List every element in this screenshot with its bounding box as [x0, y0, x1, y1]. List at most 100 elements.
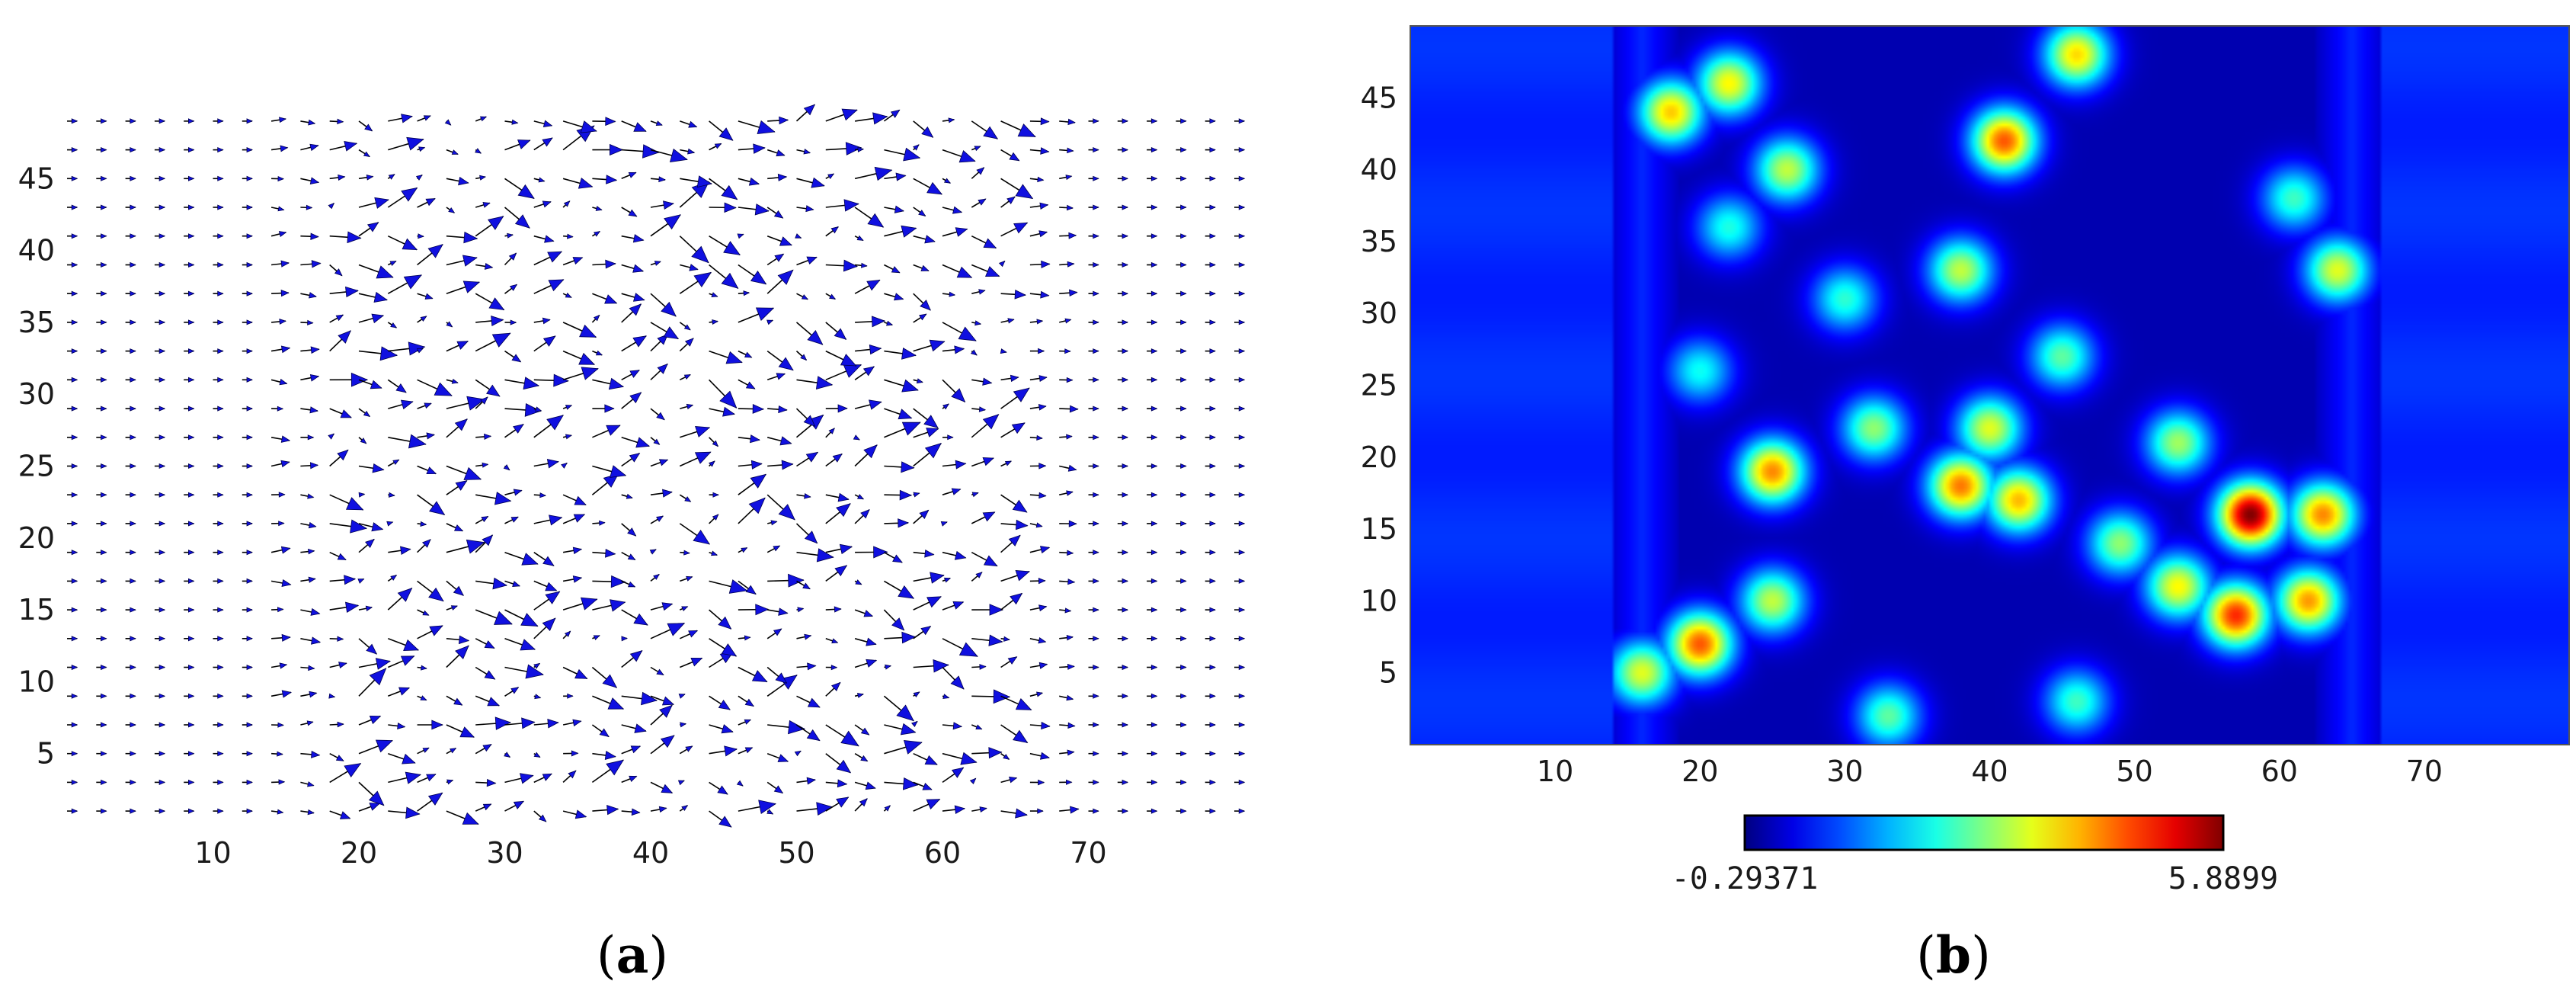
velocity-arrow-head	[743, 290, 750, 296]
velocity-arrow-head	[657, 363, 668, 374]
velocity-arrow-head	[280, 145, 289, 152]
velocity-arrow-head	[130, 636, 136, 642]
velocity-arrow-head	[595, 350, 603, 356]
velocity-arrow-head	[130, 722, 136, 728]
velocity-arrow-head	[1150, 550, 1158, 556]
velocity-arrow-head	[426, 466, 437, 475]
x-tick-label: 70	[1070, 836, 1106, 870]
velocity-arrow-head	[1238, 261, 1246, 268]
velocity-arrow-head	[1180, 319, 1187, 325]
velocity-arrow-head	[482, 202, 491, 208]
velocity-arrow-head	[542, 556, 555, 566]
velocity-arrow-head	[898, 409, 913, 420]
velocity-arrow-head	[158, 578, 166, 584]
velocity-arrow-head	[307, 781, 315, 787]
velocity-arrow-head	[101, 118, 107, 124]
velocity-arrow-head	[1209, 405, 1216, 412]
velocity-arrow-head	[187, 146, 195, 153]
velocity-arrow-head	[1038, 578, 1046, 585]
velocity-arrow-head	[862, 366, 875, 377]
velocity-arrow-head	[866, 280, 881, 291]
velocity-arrow-head	[405, 771, 421, 784]
velocity-arrow-head	[755, 307, 775, 322]
velocity-arrow-head	[246, 118, 254, 124]
velocity-arrow-head	[517, 184, 535, 199]
velocity-arrow-head	[187, 492, 195, 498]
velocity-arrow-head	[1180, 261, 1187, 268]
velocity-arrow-head	[781, 460, 794, 470]
velocity-arrow-head	[943, 577, 952, 583]
velocity-arrow-head	[1067, 147, 1074, 154]
velocity-arrow-head	[1068, 520, 1077, 527]
velocity-arrow-head	[429, 625, 443, 636]
velocity-arrow-head	[599, 520, 606, 526]
velocity-arrow-head	[1036, 434, 1043, 441]
velocity-arrow-head	[690, 657, 703, 667]
velocity-arrow-head	[610, 465, 627, 478]
velocity-arrow-head	[958, 642, 978, 657]
velocity-arrow-head	[398, 687, 411, 696]
velocity-arrow-head	[942, 694, 950, 699]
velocity-arrow-head	[985, 266, 1000, 277]
velocity-arrow-head	[397, 722, 406, 729]
velocity-arrow-head	[542, 137, 553, 147]
velocity-arrow-head	[830, 665, 838, 671]
velocity-arrow-head	[278, 779, 286, 785]
velocity-arrow-head	[520, 613, 539, 627]
velocity-arrow-head	[717, 785, 728, 795]
velocity-arrow-head	[281, 579, 292, 588]
velocity-arrow-head	[1209, 607, 1216, 613]
velocity-arrow-head	[1238, 693, 1246, 699]
velocity-magnitude-heatmap	[1410, 26, 2569, 745]
velocity-arrow-head	[1066, 634, 1074, 641]
velocity-arrow-head	[631, 808, 641, 816]
velocity-arrow-head	[246, 779, 254, 786]
velocity-arrow-head	[71, 578, 78, 584]
velocity-arrow-head	[861, 262, 868, 268]
velocity-arrow-head	[567, 233, 574, 239]
velocity-arrow-head	[712, 514, 719, 521]
velocity-arrow-head	[158, 261, 166, 268]
velocity-arrow-head	[982, 457, 994, 466]
velocity-arrow-head	[719, 390, 738, 409]
velocity-arrow-head	[1122, 118, 1129, 124]
velocity-arrow-head	[246, 319, 254, 325]
velocity-arrow-head	[1238, 290, 1246, 296]
velocity-arrow-head	[660, 735, 675, 748]
velocity-arrow-head	[101, 521, 107, 527]
velocity-arrow-head	[604, 404, 615, 413]
velocity-arrow-head	[484, 262, 494, 270]
velocity-arrow-head	[1122, 175, 1129, 181]
velocity-arrow-head	[721, 643, 738, 657]
velocity-arrow-head	[744, 635, 751, 641]
velocity-arrow-head	[1209, 204, 1216, 210]
velocity-arrow-head	[544, 235, 555, 243]
velocity-arrow-head	[947, 434, 954, 441]
velocity-arrow-head	[246, 261, 254, 268]
velocity-arrow-head	[1238, 377, 1246, 383]
velocity-arrow-head	[463, 231, 478, 244]
velocity-arrow-head	[504, 752, 511, 758]
velocity-arrow-head	[856, 494, 865, 500]
velocity-arrow-head	[594, 231, 601, 237]
velocity-arrow-head	[960, 752, 978, 765]
velocity-arrow-head	[811, 177, 825, 188]
velocity-arrow-head	[1150, 693, 1158, 699]
velocity-arrow-head	[484, 640, 495, 649]
velocity-arrow-head	[101, 233, 107, 239]
velocity-arrow-head	[309, 406, 318, 414]
velocity-arrow-head	[481, 516, 489, 523]
velocity-arrow-head	[277, 175, 285, 182]
velocity-arrow-head	[1093, 779, 1099, 786]
velocity-arrow-head	[217, 463, 224, 469]
velocity-arrow-head	[1150, 607, 1158, 613]
velocity-arrow-head	[403, 274, 423, 290]
velocity-arrow-head	[1180, 693, 1187, 699]
velocity-arrow-head	[130, 607, 136, 613]
velocity-arrow-head	[1180, 636, 1187, 642]
velocity-arrow-head	[1093, 607, 1099, 613]
velocity-arrow-head	[366, 643, 378, 655]
velocity-arrow-head	[71, 146, 78, 153]
velocity-arrow-head	[901, 225, 917, 238]
velocity-arrow-head	[217, 261, 224, 268]
